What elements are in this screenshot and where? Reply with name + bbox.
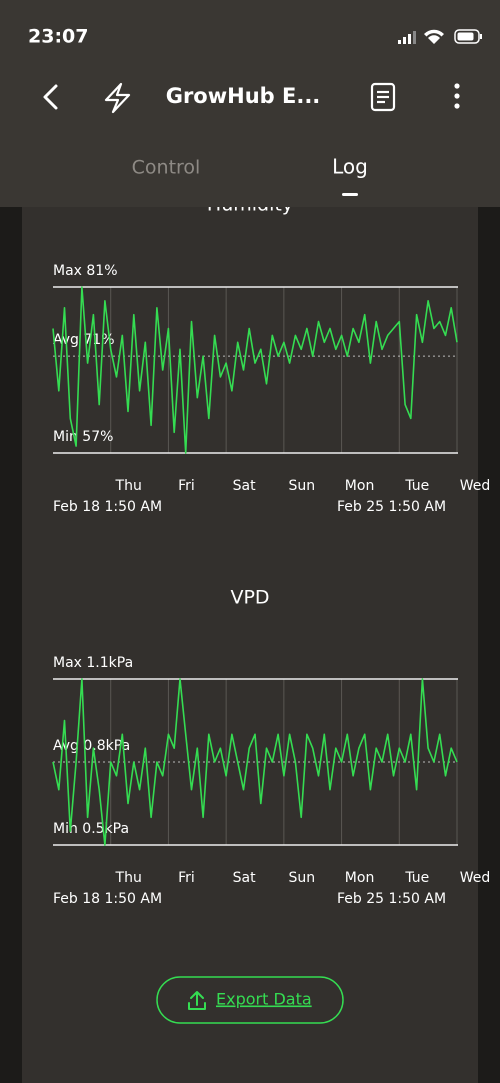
button-label[interactable]: Export Data [216,990,312,1009]
back-button[interactable] [43,84,58,110]
range-start-label: Feb 18 1:50 AM [53,499,162,515]
header [0,0,500,207]
range-end-label: Feb 25 1:50 AM [337,499,446,515]
x-tick-label: Mon [345,478,375,494]
status-icons [398,29,482,44]
export-button[interactable]: Export Data [156,976,344,1024]
x-tick-label: Fri [178,478,195,494]
y-tick-label: Avg 0.8kPa [53,738,130,754]
x-tick-label: Sat [233,478,256,494]
x-tick-label: Sun [289,870,316,886]
tab-indicator [342,193,358,196]
x-tick-label: Thu [115,870,142,886]
y-tick-label: Min 57% [53,429,113,445]
y-tick-label: Max 1.1kPa [53,655,133,671]
more-menu[interactable] [454,83,460,109]
x-tick-label: Fri [178,870,195,886]
x-tick-label: Sun [289,478,316,494]
x-tick-label: Thu [115,478,142,494]
x-tick-label: Wed [460,478,491,494]
range-start-label: Feb 18 1:50 AM [53,891,162,907]
y-tick-label: Avg 71% [53,332,115,348]
x-tick-label: Sat [233,870,256,886]
x-tick-label: Wed [460,870,491,886]
x-tick-label: Tue [404,478,429,494]
chart-title: VPD [230,587,269,609]
document-icon[interactable] [370,82,396,112]
card [22,190,478,1083]
nav-title: GrowHub E... [166,84,321,108]
status-time: 23:07 [28,26,88,48]
data-line [52,286,458,454]
tab[interactable]: Control [132,157,201,179]
tab-active[interactable]: Log [332,155,368,179]
power-icon[interactable] [104,82,131,114]
x-tick-label: Tue [404,870,429,886]
x-tick-label: Mon [345,870,375,886]
y-tick-label: Max 81% [53,263,118,279]
y-tick-label: Min 0.5kPa [53,821,129,837]
charts: HumidityThuFriSatSunMonTueWedMax 81%Avg … [52,194,491,907]
data-line [52,678,458,846]
range-end-label: Feb 25 1:50 AM [337,891,446,907]
